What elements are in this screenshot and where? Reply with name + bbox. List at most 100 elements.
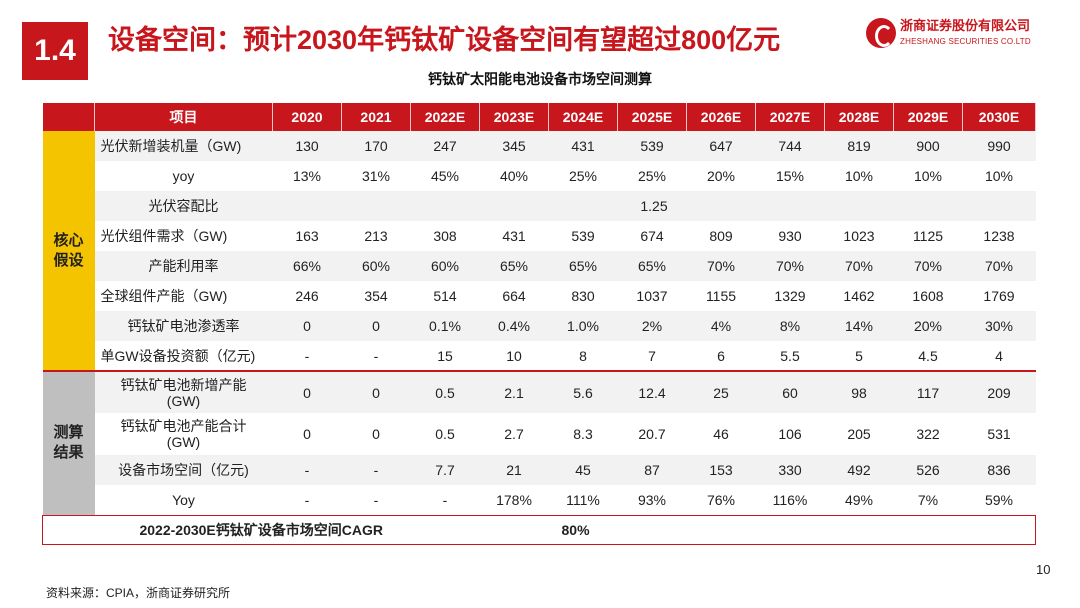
row-label: 全球组件产能（GW): [94, 281, 273, 311]
value-cell: 10%: [824, 161, 894, 191]
value-cell: 45%: [410, 161, 480, 191]
value-cell: -: [272, 485, 342, 515]
value-cell: 209: [962, 370, 1036, 413]
section-number-badge: 1.4: [22, 22, 88, 80]
row-label: 钙钛矿电池产能合计 (GW): [94, 413, 273, 455]
value-cell: 674: [617, 221, 687, 251]
value-cell: 1608: [893, 281, 963, 311]
value-cell: 45: [548, 455, 618, 485]
value-cell: 0: [272, 370, 342, 413]
zheshang-logo-icon: [866, 18, 896, 48]
value-cell: 70%: [824, 251, 894, 281]
table-header-row: 项目 2020 2021 2022E 2023E 2024E 2025E 202…: [42, 103, 1036, 131]
value-cell: 1238: [962, 221, 1036, 251]
value-cell: -: [341, 341, 411, 371]
value-cell: 431: [479, 221, 549, 251]
value-cell: 60%: [410, 251, 480, 281]
table-row: Yoy - - -178% 111% 93% 76% 116% 49% 7% 59%: [43, 485, 1036, 515]
value-cell: 744: [755, 131, 825, 161]
value-cell: 0.5: [410, 370, 480, 413]
row-label: 产能利用率: [94, 251, 273, 281]
value-cell: 4.5: [893, 341, 963, 371]
value-cell: -: [341, 485, 411, 515]
value-cell: 76%: [686, 485, 756, 515]
value-cell: 0.4%: [479, 311, 549, 341]
row-label: 钙钛矿电池渗透率: [94, 311, 273, 341]
value-cell: 1329: [755, 281, 825, 311]
value-cell: 8.3: [548, 413, 618, 455]
value-cell: 664: [479, 281, 549, 311]
cagr-row: 2022-2030E钙钛矿设备市场空间CAGR 80%: [42, 514, 1036, 545]
row-label: yoy: [94, 161, 273, 191]
page-number: 10: [1036, 562, 1051, 577]
value-cell: 7.7: [410, 455, 480, 485]
value-cell: 990: [962, 131, 1036, 161]
value-cell: 153: [686, 455, 756, 485]
logo-english-name: ZHESHANG SECURITIES CO.LTD: [900, 37, 1031, 46]
page-title: 设备空间：预计2030年钙钛矿设备空间有望超过800亿元: [108, 25, 781, 55]
value-cell: 4%: [686, 311, 756, 341]
table-title: 钙钛矿太阳能电池设备市场空间测算: [428, 71, 652, 87]
value-cell: 10%: [893, 161, 963, 191]
group-label-results: 测算 结果: [42, 370, 95, 515]
value-cell: 70%: [755, 251, 825, 281]
row-label: 光伏新增装机量（GW): [94, 131, 273, 161]
value-cell: 8: [548, 341, 618, 371]
logo-chinese-name: 浙商证券股份有限公司: [900, 18, 1031, 33]
header-year: 2025E: [617, 103, 687, 131]
value-cell: 930: [755, 221, 825, 251]
value-cell: 819: [824, 131, 894, 161]
value-cell: 0: [272, 311, 342, 341]
value-cell: -: [410, 485, 480, 515]
table-row: 核心 假设 光伏新增装机量（GW) 130 170 247 345 431 539 647 744 8…: [42, 131, 1036, 371]
value-cell: 20.7: [617, 413, 687, 455]
value-cell: -: [272, 341, 342, 371]
cagr-value: 80%: [479, 514, 1036, 545]
table-row: 设备市场空间（亿元) - -7.7 21 45 87 153 330 492 526 836: [43, 455, 1036, 485]
value-cell: 2.1: [479, 370, 549, 413]
value-cell: 213: [341, 221, 411, 251]
table-row: 单GW设备投资额（亿元) - -15 10 8 7 6 5.5 5 4.5 4: [43, 341, 1036, 371]
row-label: Yoy: [94, 485, 273, 515]
value-cell: 98: [824, 370, 894, 413]
value-cell: 49%: [824, 485, 894, 515]
market-size-table: 项目 2020 2021 2022E 2023E 2024E 2025E 202…: [42, 103, 1036, 545]
value-cell: 836: [962, 455, 1036, 485]
value-cell: 1125: [893, 221, 963, 251]
value-cell: 5: [824, 341, 894, 371]
value-cell: 531: [962, 413, 1036, 455]
row-label: 单GW设备投资额（亿元): [94, 341, 273, 371]
value-cell: 6: [686, 341, 756, 371]
value-cell: 345: [479, 131, 549, 161]
value-cell: 431: [548, 131, 618, 161]
value-cell: 8%: [755, 311, 825, 341]
value-cell: 60: [755, 370, 825, 413]
company-logo: 浙商证券股份有限公司 ZHESHANG SECURITIES CO.LTD: [866, 18, 1066, 52]
value-cell: 247: [410, 131, 480, 161]
table-row: yoy 13% 31% 45% 40% 25% 25% 20% 15% 10% 10% 10%: [43, 161, 1036, 191]
value-cell: 31%: [341, 161, 411, 191]
value-cell: 647: [686, 131, 756, 161]
value-cell: 7%: [893, 485, 963, 515]
value-cell: 70%: [686, 251, 756, 281]
value-cell: 25%: [548, 161, 618, 191]
value-cell: 93%: [617, 485, 687, 515]
value-cell: 1023: [824, 221, 894, 251]
merged-value-cell: 1.25: [272, 191, 1036, 221]
value-cell: 65%: [617, 251, 687, 281]
value-cell: 308: [410, 221, 480, 251]
table-row: 光伏容配比 1.25: [43, 191, 1036, 221]
value-cell: 354: [341, 281, 411, 311]
group-label-core-assumptions: 核心 假设: [42, 131, 95, 371]
value-cell: 66%: [272, 251, 342, 281]
row-label: 光伏容配比: [94, 191, 273, 221]
value-cell: 0: [341, 413, 411, 455]
value-cell: 25: [686, 370, 756, 413]
value-cell: 25%: [617, 161, 687, 191]
table-row: 钙钛矿电池产能合计 (GW) 0 0 0.5 2.7 8.3 20.7 46 106 205 322 5…: [43, 413, 1036, 455]
value-cell: 4: [962, 341, 1036, 371]
value-cell: 12.4: [617, 370, 687, 413]
value-cell: 15: [410, 341, 480, 371]
row-label: 光伏组件需求（GW): [94, 221, 273, 251]
header-year: 2024E: [548, 103, 618, 131]
